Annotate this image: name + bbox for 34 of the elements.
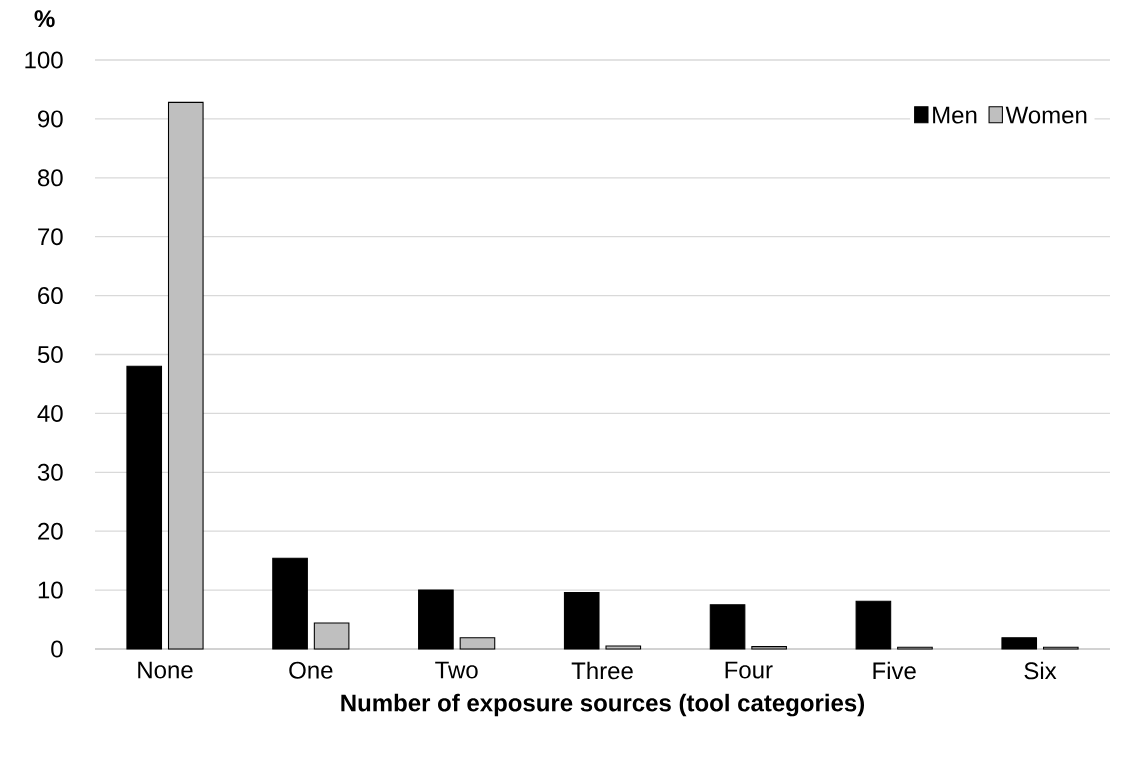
y-tick-label: 30	[37, 463, 63, 481]
y-tick-label: 60	[38, 287, 63, 305]
bar	[751, 646, 787, 650]
bar	[313, 622, 350, 650]
y-tick-label: 100	[25, 51, 63, 69]
y-tick-label: 20	[38, 522, 63, 540]
y-tick-label: 80	[37, 169, 63, 187]
x-tick-label: Two	[435, 661, 478, 679]
y-tick-label: 70	[38, 228, 63, 246]
x-tick-label: Six	[1024, 661, 1057, 680]
bar	[709, 604, 746, 650]
bar	[272, 557, 308, 650]
x-tick-label: Three	[571, 661, 633, 680]
bar	[855, 600, 892, 650]
bar	[126, 365, 163, 650]
bar	[418, 589, 454, 650]
legend-label: Men	[933, 106, 977, 124]
bar	[605, 645, 642, 650]
x-tick-label: None	[138, 661, 193, 679]
x-tick-label: Five	[873, 661, 916, 680]
y-axis-title: %	[34, 10, 55, 28]
x-tick-label: One	[289, 661, 333, 679]
x-tick-label: Four	[725, 661, 773, 679]
y-tick-label: 40	[37, 404, 63, 422]
y-tick-label: 10	[38, 581, 63, 599]
y-tick-label: 90	[38, 110, 63, 128]
x-axis-title: Number of exposure sources (tool categories)	[341, 693, 865, 717]
legend-label: Women	[1005, 106, 1087, 124]
y-tick-label: 50	[37, 345, 63, 363]
y-tick-label: 0	[51, 640, 63, 658]
bar	[563, 591, 600, 650]
bar	[167, 101, 204, 650]
bar	[459, 637, 496, 650]
bar	[1001, 637, 1038, 650]
